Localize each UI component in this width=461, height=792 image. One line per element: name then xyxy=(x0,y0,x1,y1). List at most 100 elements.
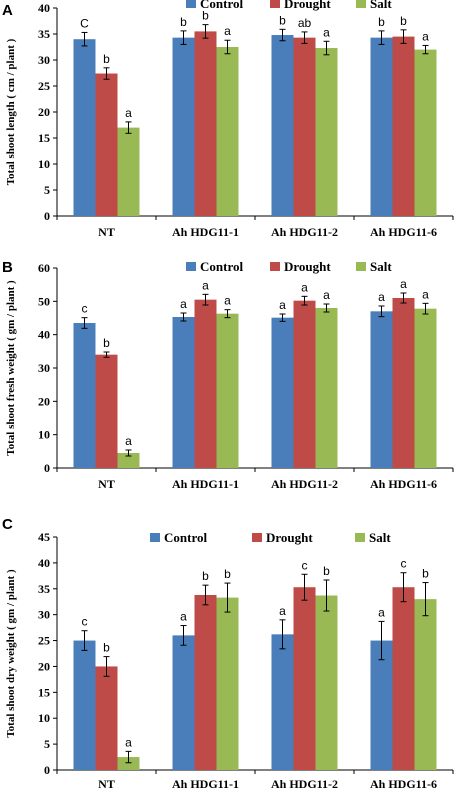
bar-control xyxy=(271,634,294,770)
bar-salt xyxy=(414,49,437,216)
y-axis-title: Total shoot length ( cm / plant ) xyxy=(5,38,17,185)
bar-drought xyxy=(95,73,118,217)
y-tick-label: 25 xyxy=(38,79,50,93)
bar-salt xyxy=(216,313,239,468)
x-category-label: Ah HDG11-6 xyxy=(370,777,437,791)
legend-label: Salt xyxy=(369,530,391,545)
significance-letter: b xyxy=(103,336,110,350)
legend-label: Salt xyxy=(370,259,392,274)
bar-salt xyxy=(117,127,140,216)
significance-letter: a xyxy=(224,294,231,308)
chart-panel-b: B Total shoot fresh weight ( gm / plant )… xyxy=(2,259,454,491)
bar-drought xyxy=(392,36,415,216)
y-tick-label: 20 xyxy=(38,659,50,673)
bar-drought xyxy=(194,31,217,217)
significance-letter: b xyxy=(378,15,385,29)
bar-control xyxy=(73,323,96,468)
significance-letter: a xyxy=(301,280,308,294)
significance-letter: b xyxy=(180,15,187,29)
y-tick-label: 45 xyxy=(38,530,50,544)
x-category-label: Ah HDG11-6 xyxy=(370,225,437,239)
panel-letter: C xyxy=(2,516,13,533)
bar-drought xyxy=(194,299,217,468)
significance-letter: a xyxy=(279,604,286,618)
y-tick-label: 20 xyxy=(38,394,50,408)
significance-letter: a xyxy=(125,434,132,448)
bar-salt xyxy=(117,757,140,770)
significance-letter: c xyxy=(401,557,407,571)
legend-swatch-control xyxy=(186,0,196,8)
significance-letter: a xyxy=(323,25,330,39)
significance-letter: c xyxy=(302,558,308,572)
x-category-label: Ah HDG11-2 xyxy=(271,777,338,791)
bar-drought xyxy=(293,37,316,216)
legend-label: Control xyxy=(164,530,207,545)
y-tick-label: 0 xyxy=(44,461,50,475)
legend-label: Drought xyxy=(284,259,331,274)
legend-swatch-salt xyxy=(356,262,366,271)
bar-salt xyxy=(315,308,338,468)
x-category-label: Ah HDG11-2 xyxy=(271,477,338,491)
y-tick-label: 0 xyxy=(44,763,50,777)
y-tick-label: 15 xyxy=(38,685,50,699)
x-category-label: Ah HDG11-1 xyxy=(172,225,239,239)
bar-salt xyxy=(414,599,437,770)
y-tick-label: 40 xyxy=(38,328,50,342)
significance-letter: a xyxy=(180,297,187,311)
y-tick-label: 40 xyxy=(38,556,50,570)
x-category-label: NT xyxy=(98,477,115,491)
significance-letter: a xyxy=(400,277,407,291)
bar-salt xyxy=(315,595,338,770)
y-tick-label: 30 xyxy=(38,608,50,622)
y-tick-label: 15 xyxy=(38,131,50,145)
bar-salt xyxy=(117,453,140,468)
y-tick-label: 50 xyxy=(38,294,50,308)
bar-salt xyxy=(315,48,338,216)
legend-label: Control xyxy=(200,259,243,274)
y-tick-label: 20 xyxy=(38,105,50,119)
bar-control xyxy=(172,635,195,770)
significance-letter: b xyxy=(422,567,429,581)
y-tick-label: 10 xyxy=(38,711,50,725)
panel-letter: A xyxy=(2,2,13,19)
significance-letter: c xyxy=(82,615,88,629)
x-category-label: Ah HDG11-1 xyxy=(172,777,239,791)
bar-control xyxy=(172,317,195,468)
y-tick-label: 10 xyxy=(38,157,50,171)
bar-salt xyxy=(216,47,239,216)
bar-drought xyxy=(392,298,415,468)
significance-letter: a xyxy=(202,278,209,292)
legend-swatch-salt xyxy=(355,533,365,542)
x-category-label: NT xyxy=(98,777,115,791)
bar-control xyxy=(271,35,294,216)
significance-letter: a xyxy=(224,24,231,38)
legend-label: Salt xyxy=(370,0,392,11)
significance-letter: a xyxy=(180,610,187,624)
y-tick-label: 25 xyxy=(38,634,50,648)
y-tick-label: 35 xyxy=(38,582,50,596)
bar-control xyxy=(73,39,96,217)
y-axis-title: Total shoot fresh weight ( gm / plant ) xyxy=(5,280,17,456)
bar-control xyxy=(172,37,195,216)
legend-swatch-control xyxy=(186,262,196,271)
bar-drought xyxy=(392,587,415,770)
chart-panel-c: C Total shoot dry weight ( gm / plant ) 0 5… xyxy=(2,516,454,791)
legend-swatch-drought xyxy=(270,0,280,8)
significance-letter: a xyxy=(378,605,385,619)
significance-letter: b xyxy=(202,569,209,583)
x-category-label: Ah HDG11-1 xyxy=(172,477,239,491)
bar-control xyxy=(73,640,96,770)
legend-swatch-drought xyxy=(252,533,262,542)
y-tick-label: 40 xyxy=(38,1,50,15)
legend-swatch-salt xyxy=(356,0,366,8)
x-category-label: Ah HDG11-2 xyxy=(271,225,338,239)
significance-letter: b xyxy=(103,52,110,66)
y-tick-label: 0 xyxy=(44,209,50,223)
bar-drought xyxy=(95,354,118,468)
significance-letter: b xyxy=(400,14,407,28)
bar-drought xyxy=(95,666,118,770)
x-category-label: NT xyxy=(98,225,115,239)
significance-letter: a xyxy=(279,298,286,312)
y-tick-label: 5 xyxy=(44,737,50,751)
